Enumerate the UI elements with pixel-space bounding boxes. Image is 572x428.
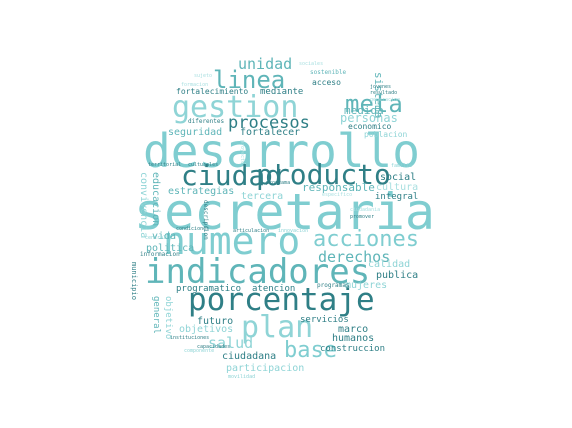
- word-publica: publica: [376, 270, 419, 281]
- word-mediante: mediante: [260, 87, 304, 97]
- word-resultado: resultado: [370, 90, 398, 96]
- word-jovenes: jovenes: [370, 84, 392, 90]
- word-construccion: construccion: [320, 344, 386, 354]
- word-generacion: generacion: [370, 97, 401, 103]
- word-desarrollo: desarrollo: [143, 124, 420, 178]
- word-politica: politica: [146, 243, 195, 254]
- word-territorial: territorial: [148, 162, 182, 168]
- word-vida: vida: [152, 231, 177, 242]
- word-proyecto: proyecto: [239, 140, 245, 165]
- word-diferentes: diferentes: [188, 118, 225, 125]
- word-culturales: culturales: [188, 162, 219, 168]
- word-cultura: cultura: [376, 182, 419, 193]
- word-porcentaje: porcentaje: [188, 282, 375, 318]
- word-sostenible: sostenible: [310, 69, 347, 76]
- word-mujeres: mujeres: [345, 280, 388, 291]
- word-estrategias: estrategias: [168, 186, 235, 197]
- word-ciudadana: ciudadana: [222, 351, 277, 362]
- word-unidad: unidad: [238, 55, 293, 73]
- word-responsable: responsable: [302, 181, 375, 194]
- word-promover: promover: [350, 214, 375, 220]
- word-base: base: [284, 338, 337, 363]
- word-municipio: municipio: [130, 262, 138, 300]
- word-personas: personas: [340, 111, 398, 125]
- word-educacion: educacion: [150, 172, 161, 227]
- word-indicadores: indicadores: [145, 252, 371, 292]
- word-convivencia: convivencia: [138, 172, 149, 239]
- word-secretaria: secretaria: [134, 183, 436, 241]
- word-ciudad: ciudad: [181, 159, 283, 192]
- word-acciones: acciones: [313, 227, 419, 252]
- word-atencion: atencion: [252, 284, 296, 294]
- word-sujeto: sujeto: [194, 73, 213, 79]
- word-especifico: especifico: [322, 192, 353, 198]
- word-objetivo: objetivo: [163, 296, 173, 340]
- word-tercera: tercera: [241, 191, 284, 202]
- word-economico: economico: [348, 122, 392, 131]
- word-social: social: [380, 172, 417, 183]
- word-plan: plan: [241, 310, 314, 345]
- word-gestion: gestion: [172, 90, 299, 125]
- word-movilidad: movilidad: [228, 374, 256, 380]
- word-articulacion: articulacion: [233, 228, 270, 234]
- word-ciudadania: ciudadania: [350, 207, 381, 213]
- word-general: general: [151, 296, 161, 334]
- word-familia: familia: [391, 163, 413, 169]
- word-instituciones: instituciones: [170, 335, 210, 341]
- word-innovacion: innovacion: [278, 228, 309, 234]
- word-descripcion: descripcion: [202, 200, 209, 240]
- word-derechos: derechos: [318, 248, 391, 266]
- word-participacion: participacion: [226, 363, 305, 374]
- word-programas: programas: [317, 282, 350, 289]
- word-sociales: sociales: [299, 61, 324, 67]
- word-humanos: humanos: [332, 333, 375, 344]
- word-procesos: procesos: [228, 113, 310, 133]
- word-futuro: futuro: [197, 316, 234, 327]
- word-acceso: acceso: [312, 78, 341, 87]
- word-programa: programa: [266, 180, 291, 186]
- word-linea: linea: [213, 66, 286, 94]
- word-marco: marco: [338, 324, 369, 335]
- word-formacion: formacion: [181, 82, 209, 88]
- word-salud: salud: [208, 334, 254, 352]
- word-numero: numero: [163, 219, 301, 263]
- word-fortalecimiento: fortalecimiento: [176, 87, 249, 96]
- word-capacidades: capacidades: [197, 344, 231, 350]
- word-objetivos: objetivos: [179, 324, 234, 335]
- word-integral: integral: [375, 192, 419, 202]
- word-informacion: informacion: [140, 251, 180, 258]
- word-medida: medida: [344, 104, 384, 117]
- word-calidad: calidad: [368, 259, 411, 270]
- word-meta: meta: [345, 90, 403, 118]
- word-producto: producto: [256, 158, 391, 191]
- word-poblacion: poblacion: [364, 130, 408, 139]
- word-seguridad: seguridad: [168, 127, 223, 138]
- word-condiciones: condiciones: [176, 226, 210, 232]
- word-servicios: servicios: [300, 315, 349, 325]
- word-programatico: programatico: [176, 284, 242, 294]
- word-central: central: [145, 235, 167, 241]
- word-componente: componente: [184, 348, 215, 354]
- word-fortalecer: fortalecer: [240, 127, 301, 138]
